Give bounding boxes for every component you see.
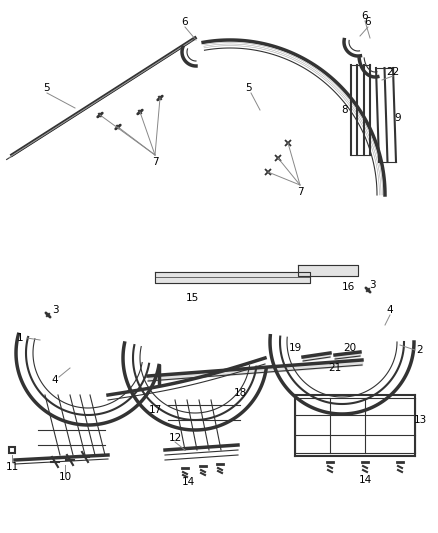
Text: 9: 9 <box>395 113 401 123</box>
Text: 22: 22 <box>386 67 399 77</box>
Text: 7: 7 <box>297 187 303 197</box>
Text: 5: 5 <box>245 83 251 93</box>
Text: 4: 4 <box>52 375 58 385</box>
Polygon shape <box>298 265 358 276</box>
Text: 12: 12 <box>168 433 182 443</box>
Text: 1: 1 <box>17 333 23 343</box>
Text: 8: 8 <box>342 105 348 115</box>
Text: 6: 6 <box>365 17 371 27</box>
Text: 7: 7 <box>152 157 158 167</box>
Text: 14: 14 <box>181 477 194 487</box>
Text: 16: 16 <box>341 282 355 292</box>
Text: 3: 3 <box>369 280 375 290</box>
Text: 20: 20 <box>343 343 357 353</box>
Text: 5: 5 <box>44 83 50 93</box>
Text: 17: 17 <box>148 405 162 415</box>
Text: 3: 3 <box>52 305 58 315</box>
Text: 19: 19 <box>288 343 302 353</box>
Text: 13: 13 <box>413 415 427 425</box>
Text: 18: 18 <box>233 388 247 398</box>
Text: 14: 14 <box>358 475 371 485</box>
Text: 15: 15 <box>185 293 198 303</box>
Text: 4: 4 <box>387 305 393 315</box>
Text: 10: 10 <box>58 472 71 482</box>
Text: 6: 6 <box>362 11 368 21</box>
Text: 11: 11 <box>5 462 19 472</box>
Polygon shape <box>155 272 310 283</box>
Text: 6: 6 <box>182 17 188 27</box>
Text: 21: 21 <box>328 363 342 373</box>
Text: 2: 2 <box>417 345 423 355</box>
